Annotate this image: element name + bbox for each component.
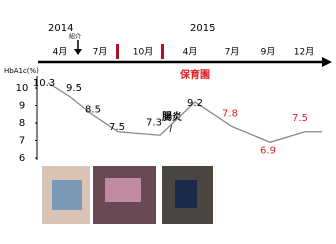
month-label: 9月 <box>261 47 276 58</box>
month-label: 7月 <box>93 47 108 58</box>
month-label: 7月 <box>225 47 240 58</box>
value-label: 7.8 <box>222 109 238 120</box>
period-label: 保育園 <box>179 68 210 81</box>
y-tick-label: 10 <box>16 83 29 94</box>
value-label: 9.5 <box>66 83 82 94</box>
photo-detail <box>52 180 82 210</box>
year-label: 2015 <box>190 23 215 34</box>
y-axis-label: HbA1c(%) <box>4 67 39 75</box>
y-tick-label: 8 <box>19 118 25 129</box>
marker-bar <box>161 44 164 59</box>
y-tick-label: 9 <box>19 101 25 112</box>
value-label: 9.2 <box>187 98 203 109</box>
month-label: 10月 <box>133 47 153 58</box>
y-tick-label: 7 <box>19 136 25 147</box>
photo-detail <box>105 178 141 202</box>
photo-detail <box>175 180 197 208</box>
value-label: 7.5 <box>292 113 308 124</box>
marker-bar <box>116 44 119 59</box>
month-label: 12月 <box>294 47 314 58</box>
chart: 紹介 保育園 HbA1c(%) 腸炎 201420154月7月10月4月7月9月… <box>0 0 336 244</box>
month-label: 4月 <box>183 47 198 58</box>
value-label: 6.9 <box>260 145 276 156</box>
month-label: 4月 <box>53 47 68 58</box>
value-label: 7.3 <box>146 117 162 128</box>
value-label: 7.5 <box>109 122 125 133</box>
value-label: 10.3 <box>33 78 55 89</box>
value-label: 8.5 <box>85 104 101 115</box>
year-label: 2014 <box>48 23 73 34</box>
y-tick-label: 6 <box>19 153 25 164</box>
